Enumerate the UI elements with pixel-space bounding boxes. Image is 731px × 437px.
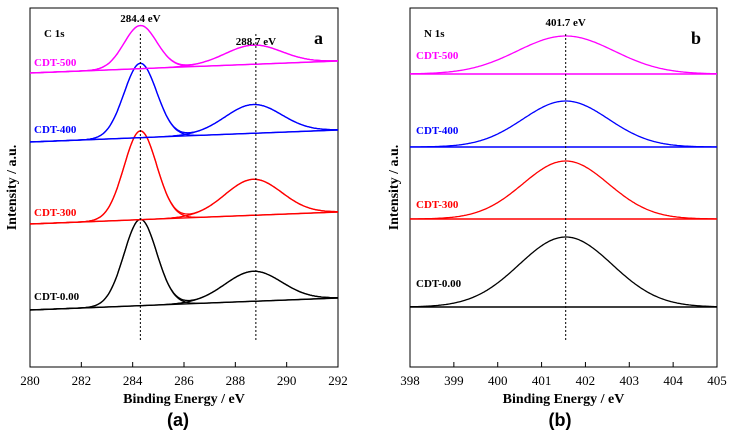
x-axis-label: Binding Energy / eV xyxy=(503,392,625,407)
x-tick-label: 286 xyxy=(174,373,194,388)
x-tick-label: 288 xyxy=(226,373,246,388)
series-envelope-CDT-500 xyxy=(410,35,717,75)
series-label: CDT-0.00 xyxy=(34,291,80,303)
series-label: CDT-300 xyxy=(416,199,459,211)
plot-frame-b xyxy=(409,7,718,368)
y-axis-label: Intensity / a.u. xyxy=(5,145,20,231)
series-envelope-CDT-0.00 xyxy=(410,236,717,308)
series-envelope-CDT-400 xyxy=(410,100,717,148)
series-label: CDT-300 xyxy=(34,207,77,219)
x-tick-label: 402 xyxy=(576,373,596,388)
peak-marker-label: 284.4 eV xyxy=(120,13,160,25)
x-tick-label: 292 xyxy=(328,373,348,388)
series-label: CDT-500 xyxy=(34,57,77,69)
panel-letter: b xyxy=(691,28,701,48)
peak-marker-label: 288.7 eV xyxy=(236,36,276,48)
x-tick-label: 290 xyxy=(277,373,297,388)
series-component-CDT-400 xyxy=(29,103,338,143)
x-tick-label: 399 xyxy=(444,373,464,388)
series-envelope-CDT-300 xyxy=(410,160,717,220)
x-tick-label: 400 xyxy=(488,373,508,388)
x-tick-label: 398 xyxy=(400,373,420,388)
x-tick-label: 404 xyxy=(663,373,683,388)
x-tick-label: 403 xyxy=(620,373,640,388)
series-component-CDT-500 xyxy=(29,44,338,74)
series-label: CDT-500 xyxy=(416,50,459,62)
y-axis-label: Intensity / a.u. xyxy=(387,145,402,231)
series-component-CDT-300 xyxy=(29,178,338,225)
core-level-label: N 1s xyxy=(424,28,445,40)
x-tick-label: 401 xyxy=(532,373,552,388)
panel-letter: a xyxy=(314,28,323,48)
x-tick-label: 284 xyxy=(123,373,143,388)
subcaption-b: (b) xyxy=(548,410,572,430)
peak-marker-label: 401.7 eV xyxy=(546,17,586,29)
subcaption-a: (a) xyxy=(167,410,189,430)
x-tick-label: 280 xyxy=(20,373,40,388)
series-component-CDT-0.00 xyxy=(29,270,338,311)
series-label: CDT-0.00 xyxy=(416,278,462,290)
x-tick-label: 405 xyxy=(707,373,727,388)
x-tick-label: 282 xyxy=(72,373,92,388)
series-label: CDT-400 xyxy=(34,124,77,136)
core-level-label: C 1s xyxy=(44,28,65,40)
series-label: CDT-400 xyxy=(416,125,459,137)
x-axis-label: Binding Energy / eV xyxy=(123,392,245,407)
